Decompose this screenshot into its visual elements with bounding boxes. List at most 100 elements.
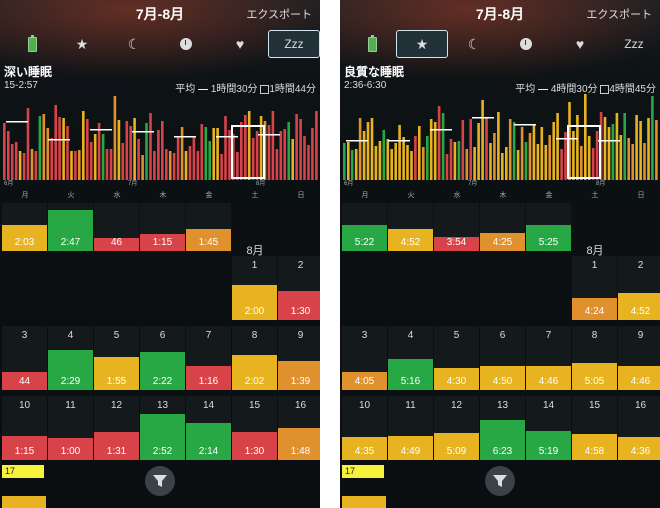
weekday-label: 土 xyxy=(251,192,259,199)
checkbox-icon[interactable] xyxy=(260,84,270,94)
time-range: 15-2:57 xyxy=(4,80,38,91)
calendar-day[interactable]: 15 4:58 xyxy=(572,396,617,460)
month-label: 8月 xyxy=(246,245,264,257)
today-marker[interactable]: 17 xyxy=(2,465,44,478)
calendar-day[interactable]: 13 6:23 xyxy=(480,396,525,460)
tab-star-icon[interactable]: ★ xyxy=(56,30,108,58)
tab-zzz-tab[interactable]: Zzz xyxy=(268,30,320,58)
duration-label: 5:09 xyxy=(446,446,467,457)
overview-bar xyxy=(105,149,109,180)
calendar-day[interactable]: 6 4:50 xyxy=(480,326,525,390)
duration-bar: 4:52 xyxy=(618,293,660,320)
tab-star-icon[interactable]: ★ xyxy=(396,30,448,58)
tab-zzz-tab[interactable]: Zzz xyxy=(608,30,660,58)
calendar-day[interactable]: 2:03 xyxy=(2,203,47,251)
tab-battery-icon[interactable] xyxy=(6,30,58,58)
calendar-day[interactable]: 6 2:22 xyxy=(140,326,185,390)
calendar-day[interactable]: 10 1:15 xyxy=(2,396,47,460)
partial-bar xyxy=(342,496,386,508)
calendar-day[interactable]: 8 2:02 xyxy=(232,326,277,390)
filter-button[interactable] xyxy=(145,466,175,496)
tab-clock-icon[interactable] xyxy=(500,30,552,58)
calendar-day[interactable]: 2 4:52 xyxy=(618,256,660,320)
day-number: 9 xyxy=(297,330,304,341)
checkbox-icon[interactable] xyxy=(600,84,610,94)
tab-bar: ★ ☾ ♥ Zzz xyxy=(0,30,320,58)
today-marker[interactable]: 17 xyxy=(342,465,384,478)
calendar-day[interactable]: 13 2:52 xyxy=(140,396,185,460)
filter-button[interactable] xyxy=(485,466,515,496)
calendar-day[interactable]: 9 4:46 xyxy=(618,326,660,390)
tab-moon-icon[interactable]: ☾ xyxy=(448,30,500,58)
duration-bar: 5:05 xyxy=(572,363,617,390)
calendar-day[interactable]: 5:22 xyxy=(342,203,387,251)
duration-bar: 2:29 xyxy=(48,350,93,390)
calendar-day[interactable]: 2:47 xyxy=(48,203,93,251)
tab-battery-icon[interactable] xyxy=(346,30,398,58)
tab-moon-icon[interactable]: ☾ xyxy=(108,30,160,58)
calendar-day[interactable]: 4:25 xyxy=(480,203,525,251)
calendar-day[interactable]: 14 5:19 xyxy=(526,396,571,460)
overview-bar xyxy=(224,116,227,180)
overview-bar xyxy=(516,150,520,180)
selection-box[interactable] xyxy=(567,125,601,179)
reference-tick xyxy=(598,140,620,142)
calendar-day[interactable]: 1:45 xyxy=(186,203,231,251)
calendar-day[interactable]: 12 5:09 xyxy=(434,396,479,460)
calendar-day[interactable]: 3:54 xyxy=(434,203,479,251)
overview-bar xyxy=(473,147,476,180)
duration-label: 2:29 xyxy=(60,376,81,387)
calendar-day[interactable]: 4:52 xyxy=(388,203,433,251)
overview-bar xyxy=(82,111,85,180)
overview-bar xyxy=(255,131,259,180)
tab-clock-icon[interactable] xyxy=(160,30,212,58)
duration-bar: 1:15 xyxy=(2,436,47,460)
calendar-day[interactable]: 9 1:39 xyxy=(278,326,320,390)
calendar-empty xyxy=(342,256,387,320)
calendar-day[interactable]: 1 2:00 xyxy=(232,256,277,320)
calendar-day[interactable]: 15 1:30 xyxy=(232,396,277,460)
export-button[interactable]: エクスポート xyxy=(246,9,312,21)
calendar-day[interactable]: 16 1:48 xyxy=(278,396,320,460)
overview-bar xyxy=(168,151,172,180)
calendar-day[interactable]: 7 4:46 xyxy=(526,326,571,390)
duration-bar: 1:00 xyxy=(48,438,93,460)
calendar-day[interactable]: 1 4:24 xyxy=(572,256,617,320)
calendar-day[interactable]: 11 1:00 xyxy=(48,396,93,460)
calendar-day[interactable]: 16 4:36 xyxy=(618,396,660,460)
calendar-day[interactable]: 46 xyxy=(94,203,139,251)
calendar-day[interactable]: 11 4:49 xyxy=(388,396,433,460)
overview-bar xyxy=(572,131,575,180)
reference-tick xyxy=(472,117,494,119)
calendar-day[interactable]: 3 44 xyxy=(2,326,47,390)
calendar-day[interactable]: 2 1:30 xyxy=(278,256,320,320)
calendar-day[interactable]: 10 4:35 xyxy=(342,396,387,460)
overview-bar xyxy=(26,108,30,180)
calendar-day[interactable]: 1:15 xyxy=(140,203,185,251)
overview-bar xyxy=(228,130,231,180)
calendar-day[interactable]: 4 5:16 xyxy=(388,326,433,390)
calendar-day[interactable]: 12 1:31 xyxy=(94,396,139,460)
calendar-day[interactable]: 5 4:30 xyxy=(434,326,479,390)
overview-bar xyxy=(117,120,121,180)
month-tick: 8月 xyxy=(256,181,266,187)
overview-bar xyxy=(623,113,626,180)
overview-bar xyxy=(591,148,595,180)
calendar-day[interactable]: 4 2:29 xyxy=(48,326,93,390)
calendar-day[interactable]: 5:25 xyxy=(526,203,571,251)
calendar-day[interactable]: 14 2:14 xyxy=(186,396,231,460)
tab-heart-icon[interactable]: ♥ xyxy=(214,30,266,58)
duration-label: 4:46 xyxy=(538,376,559,387)
overview-bar xyxy=(149,113,152,180)
calendar-day[interactable]: 8 5:05 xyxy=(572,326,617,390)
calendar-day[interactable]: 7 1:16 xyxy=(186,326,231,390)
calendar-empty xyxy=(140,256,185,320)
day-number: 5 xyxy=(113,330,120,341)
duration-label: 4:46 xyxy=(630,376,651,387)
calendar-day[interactable]: 5 1:55 xyxy=(94,326,139,390)
export-button[interactable]: エクスポート xyxy=(586,9,652,21)
calendar-day[interactable]: 3 4:05 xyxy=(342,326,387,390)
tab-heart-icon[interactable]: ♥ xyxy=(554,30,606,58)
selection-box[interactable] xyxy=(231,125,265,179)
weekday-label: 水 xyxy=(453,192,461,199)
